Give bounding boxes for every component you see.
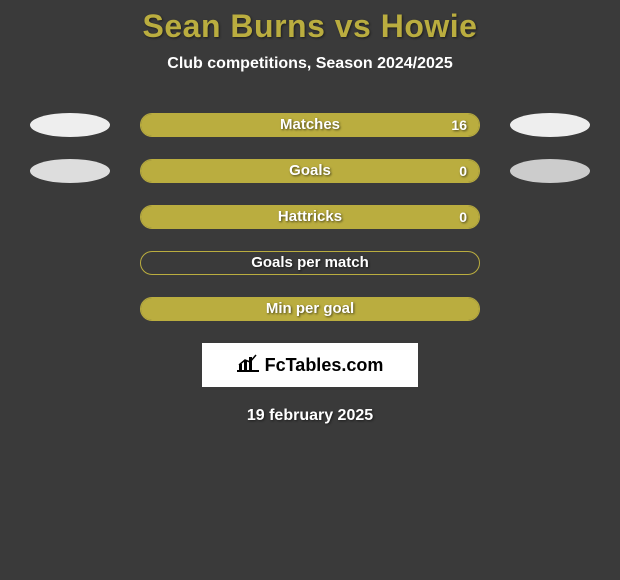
chart-icon: [237, 354, 259, 377]
logo-text: FcTables.com: [265, 355, 384, 376]
stat-label: Hattricks: [141, 206, 479, 228]
stat-label: Min per goal: [141, 298, 479, 320]
player-right-ellipse: [510, 113, 590, 137]
stat-bar: Matches16: [140, 113, 480, 137]
stat-value: 0: [447, 206, 479, 228]
stat-label: Goals per match: [141, 252, 479, 274]
stat-label: Goals: [141, 160, 479, 182]
player-left-ellipse: [30, 159, 110, 183]
subtitle: Club competitions, Season 2024/2025: [0, 55, 620, 73]
comparison-infographic: Sean Burns vs Howie Club competitions, S…: [0, 0, 620, 425]
stat-rows: Matches16Goals0Hattricks0Goals per match…: [0, 113, 620, 321]
stat-bar: Min per goal: [140, 297, 480, 321]
stat-bar: Goals per match: [140, 251, 480, 275]
player-right-ellipse: [510, 159, 590, 183]
stat-row: Min per goal: [0, 297, 620, 321]
stat-row: Hattricks0: [0, 205, 620, 229]
player-left-ellipse: [30, 113, 110, 137]
stat-row: Goals per match: [0, 251, 620, 275]
stat-bar: Goals0: [140, 159, 480, 183]
logo-box: FcTables.com: [202, 343, 418, 387]
stat-row: Goals0: [0, 159, 620, 183]
stat-row: Matches16: [0, 113, 620, 137]
date-line: 19 february 2025: [0, 407, 620, 425]
stat-value: 16: [439, 114, 479, 136]
stat-bar: Hattricks0: [140, 205, 480, 229]
stat-label: Matches: [141, 114, 479, 136]
page-title: Sean Burns vs Howie: [0, 8, 620, 45]
stat-value: 0: [447, 160, 479, 182]
